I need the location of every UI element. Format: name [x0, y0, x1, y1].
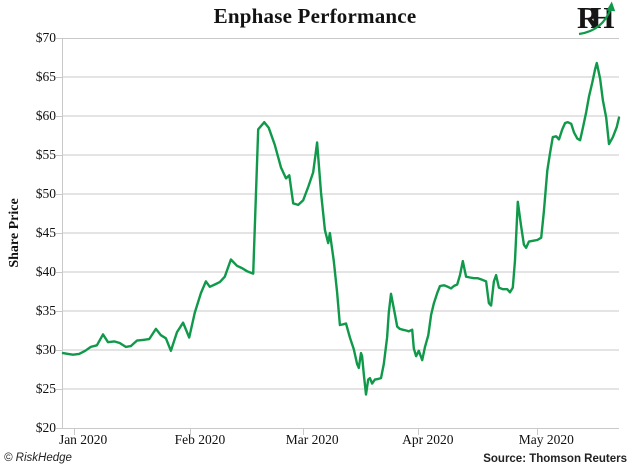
x-axis-tick [418, 429, 420, 435]
x-tick-label: Mar 2020 [285, 432, 339, 447]
x-axis-tick-labels: Jan 2020 Feb 2020 Mar 2020 Apr 2020 May 2020 [59, 431, 618, 451]
x-tick-label: Jan 2020 [58, 432, 108, 447]
price-line [61, 61, 621, 396]
y-axis-tick [56, 76, 62, 78]
y-axis-tick [56, 154, 62, 156]
y-tick-label: $40 [35, 264, 56, 279]
x-tick-label: Feb 2020 [174, 432, 226, 447]
y-tick-label: $50 [35, 186, 56, 201]
y-axis-tick [56, 115, 62, 117]
y-axis-tick [56, 37, 62, 39]
logo-letter-r: R [577, 0, 600, 35]
x-axis-tick [73, 429, 75, 435]
y-axis-tick [56, 349, 62, 351]
y-axis-tick [56, 193, 62, 195]
copyright-note: © RiskHedge [4, 452, 72, 464]
y-tick-label: $45 [35, 225, 56, 240]
y-tick-label: $65 [35, 69, 56, 84]
price-line-chart [61, 38, 621, 396]
y-tick-label: $70 [35, 30, 56, 45]
x-tick-label: Apr 2020 [402, 432, 454, 447]
x-axis-tick [536, 429, 538, 435]
y-tick-label: $25 [35, 381, 56, 396]
y-axis-tick [56, 271, 62, 273]
y-axis-tick [56, 310, 62, 312]
y-axis-tick-labels: $20 $25 $30 $35 $40 $45 $50 $55 $60 $65 $70 [0, 30, 56, 435]
x-axis-tick [302, 429, 304, 435]
growth-arrow-icon [578, 1, 616, 36]
y-tick-label: $20 [35, 420, 56, 435]
x-axis-tick [190, 429, 192, 435]
y-tick-label: $30 [35, 342, 56, 357]
plot-area [56, 37, 621, 435]
riskhedge-logo: RH [577, 1, 625, 37]
y-tick-label: $35 [35, 303, 56, 318]
chart-title: Enphase Performance [213, 4, 417, 28]
y-axis-tick [56, 232, 62, 234]
x-tick-label: May 2020 [518, 432, 574, 447]
y-axis-tick [56, 427, 62, 429]
source-note: Source: Thomson Reuters [483, 453, 627, 465]
y-axis-tick [56, 388, 62, 390]
y-tick-label: $55 [35, 147, 56, 162]
y-tick-label: $60 [35, 108, 56, 123]
